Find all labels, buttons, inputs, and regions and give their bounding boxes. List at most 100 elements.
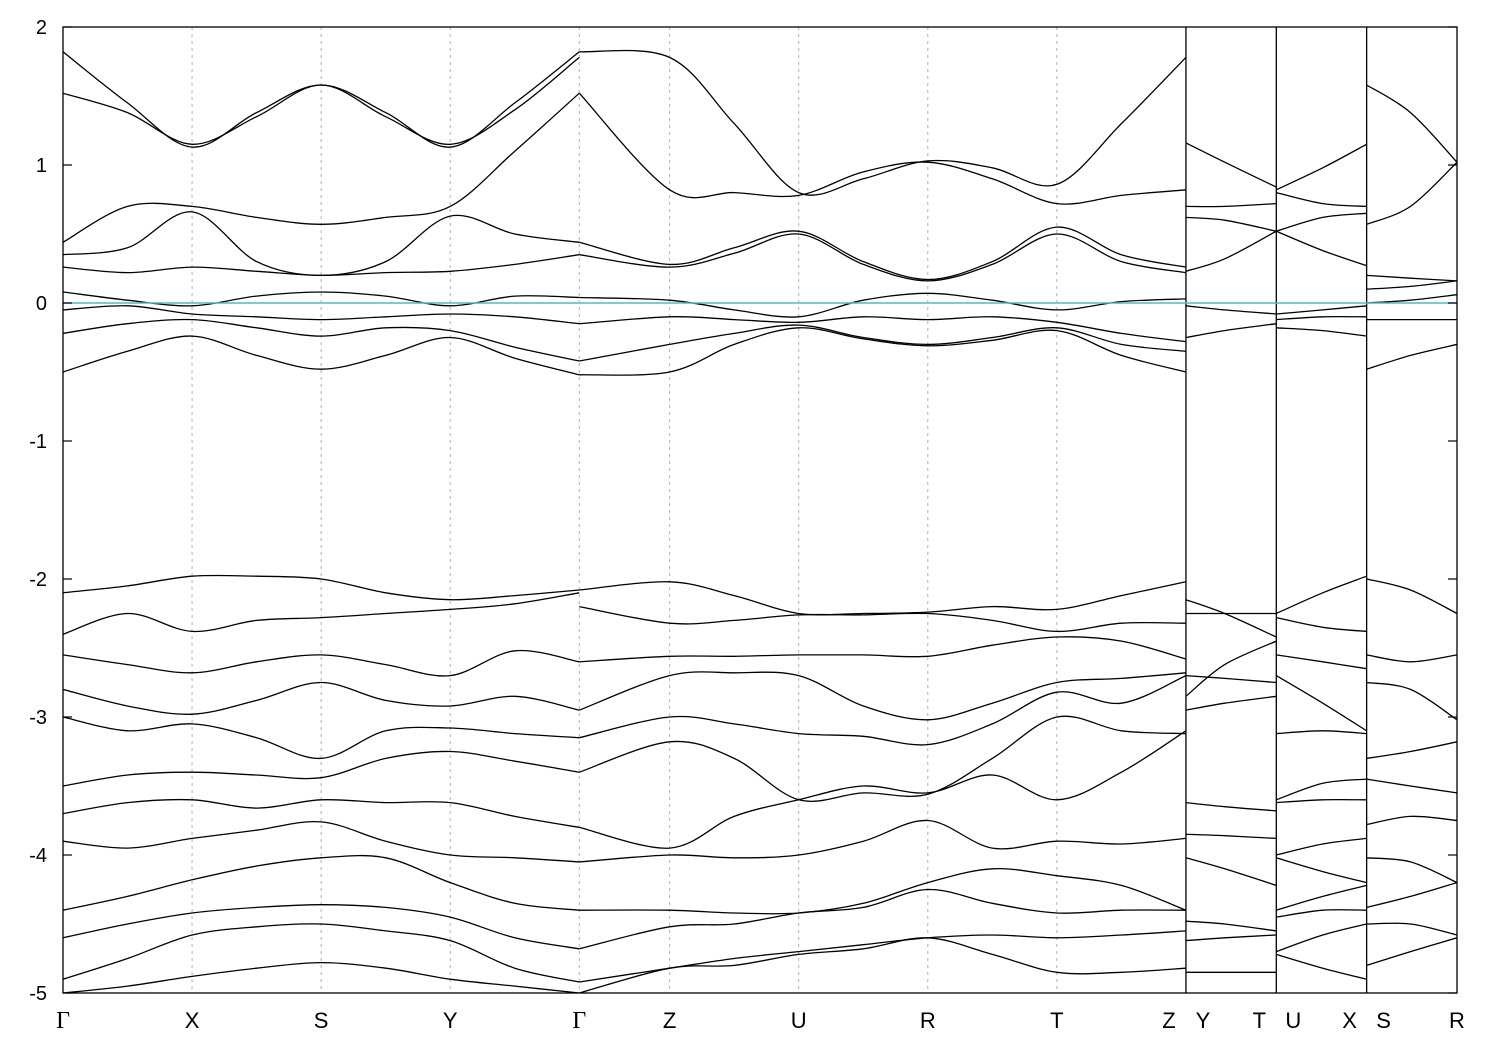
band-line: [1185, 833, 1277, 840]
band-line: [579, 605, 1186, 633]
band-line: [1366, 274, 1457, 282]
y-tick-label: -4: [29, 845, 47, 867]
band-line: [579, 671, 1186, 721]
band-line: [579, 867, 1187, 915]
band-line: [1276, 909, 1367, 918]
kpoint-label: R: [920, 1008, 936, 1033]
band-line: [1366, 857, 1457, 884]
kpoint-label: Y: [443, 1008, 458, 1033]
band-line: [63, 56, 580, 145]
band-line: [1366, 681, 1457, 721]
kpoint-label: Γ: [572, 1008, 586, 1034]
plot-frame: [62, 26, 1458, 994]
band-line: [63, 961, 580, 993]
band-line: [63, 592, 580, 635]
band-line: [1366, 84, 1457, 163]
band-line: [1276, 191, 1367, 208]
band-line: [1366, 741, 1457, 760]
band-line: [579, 636, 1187, 663]
kpoint-label: T: [1050, 1008, 1063, 1033]
band-line: [1185, 695, 1277, 711]
kpoint-label: S: [314, 1008, 329, 1033]
y-tick-label: 2: [36, 17, 47, 39]
band-line: [1366, 778, 1457, 794]
band-line: [1185, 920, 1277, 932]
band-line: [1366, 654, 1457, 663]
band-line: [1185, 934, 1277, 942]
band-line: [63, 335, 580, 376]
band-line: [579, 930, 1186, 983]
band-line: [63, 716, 580, 760]
band-line: [63, 318, 580, 362]
band-line: [63, 798, 580, 829]
band-line: [63, 750, 580, 787]
band-line: [1185, 230, 1277, 272]
y-tick-label: -2: [29, 569, 47, 591]
band-line: [1276, 212, 1367, 232]
band-line: [1276, 837, 1367, 856]
band-line: [579, 324, 1186, 362]
kpoint-label: U: [791, 1008, 807, 1033]
band-line: [63, 92, 580, 243]
band-line: [1276, 884, 1367, 911]
band-line: [1185, 202, 1277, 208]
band-line: [1366, 294, 1457, 304]
band-line: [579, 233, 1187, 282]
band-line: [1185, 142, 1277, 188]
band-line: [579, 937, 1186, 993]
axis-labels: 210-1-2-3-4-5Γ X S Y Γ Z U R T Z Y T U X S R: [29, 17, 1465, 1034]
band-line: [1276, 315, 1367, 321]
band-line: [1185, 801, 1277, 812]
band-line: [579, 316, 1186, 343]
band-line: [1276, 953, 1367, 980]
kpoint-label: X: [1342, 1008, 1357, 1033]
kpoint-label: R: [1449, 1008, 1465, 1033]
y-tick-label: 0: [36, 293, 47, 315]
band-line: [1366, 161, 1457, 225]
band-line: [1366, 280, 1457, 290]
band-line: [63, 305, 580, 325]
band-line: [1366, 881, 1457, 909]
band-line: [1185, 323, 1277, 339]
band-line: [579, 715, 1186, 802]
band-line: [579, 292, 1186, 318]
band-line: [579, 327, 1187, 376]
y-tick-label: 1: [36, 155, 47, 177]
band-line: [1276, 230, 1367, 267]
kpoint-label: S: [1376, 1008, 1391, 1033]
band-line: [63, 820, 580, 863]
band-line: [1276, 654, 1367, 670]
band-line: [63, 649, 580, 677]
band-line: [1276, 305, 1367, 315]
band-line: [1366, 343, 1457, 370]
band-line: [1276, 730, 1367, 735]
axis-ticks: [63, 26, 1457, 994]
band-line: [1185, 216, 1277, 232]
band-line: [63, 854, 580, 911]
band-line: [63, 574, 580, 601]
kpoint-label: Z: [663, 1008, 676, 1033]
band-line: [1185, 640, 1277, 697]
band-line: [1366, 922, 1457, 936]
band-line: [1276, 778, 1367, 801]
band-line: [1276, 327, 1367, 337]
kpoint-label: Γ: [56, 1008, 70, 1034]
band-line: [1366, 815, 1457, 826]
band-line: [1276, 616, 1367, 633]
band-line: [1185, 599, 1277, 638]
band-line: [1276, 143, 1367, 191]
band-line: [579, 819, 1186, 863]
y-tick-label: -3: [29, 707, 47, 729]
y-tick-label: -1: [29, 431, 47, 453]
band-line: [63, 923, 580, 983]
band-lines: [63, 49, 1457, 993]
kpoint-label: T: [1253, 1008, 1266, 1033]
band-line: [1185, 305, 1277, 315]
kpoint-label: X: [185, 1008, 200, 1033]
band-line: [63, 681, 580, 715]
band-line: [579, 226, 1187, 281]
band-line: [1185, 674, 1277, 684]
band-line: [63, 904, 580, 950]
band-line: [579, 888, 1186, 950]
